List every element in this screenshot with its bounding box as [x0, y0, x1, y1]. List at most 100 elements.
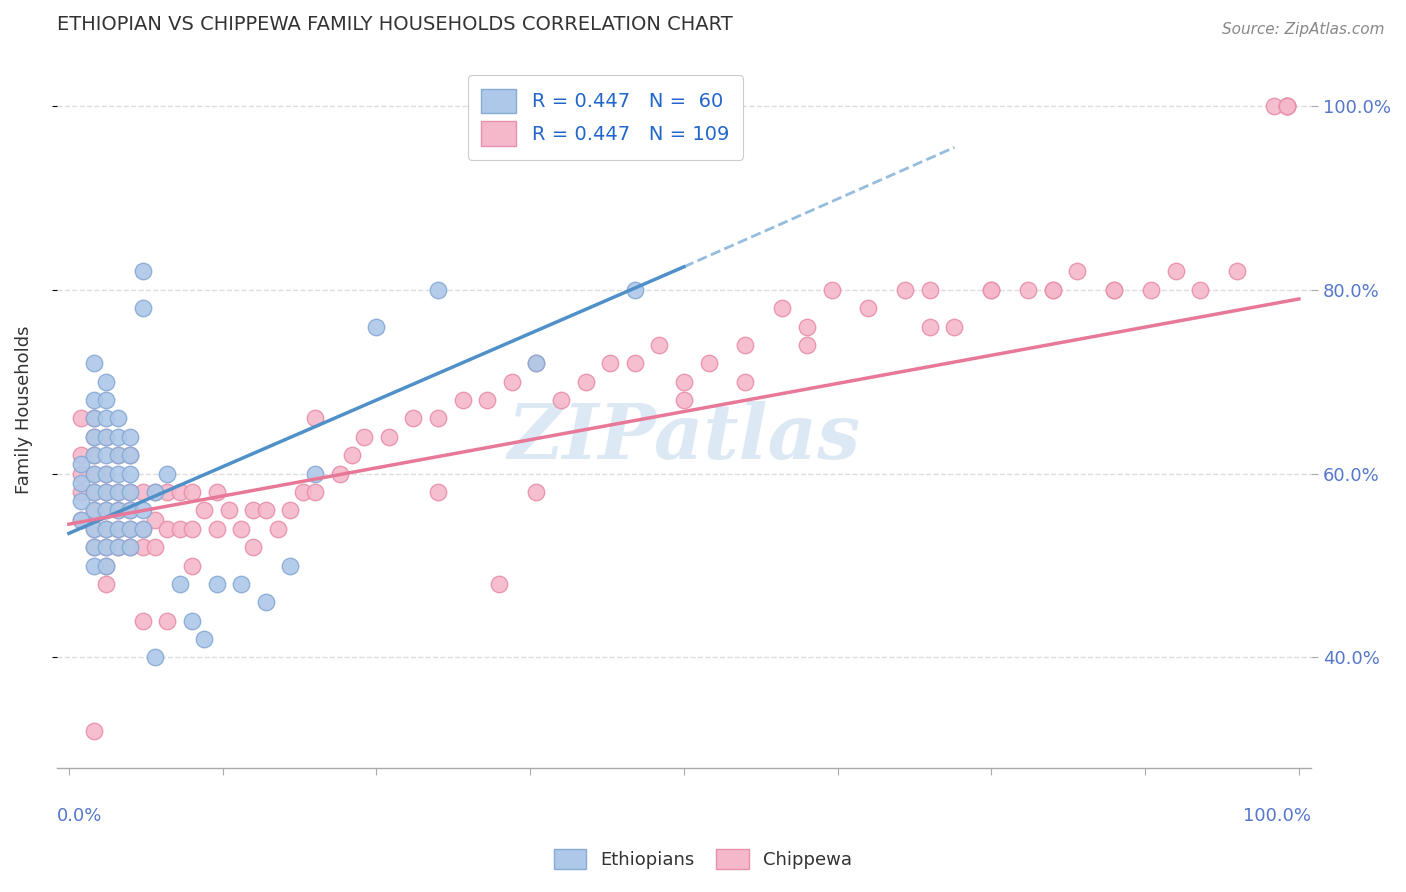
Point: [83, 485, 105, 500]
Point: [180, 558, 202, 573]
Point: [70, 448, 93, 462]
Point: [169, 577, 191, 591]
Point: [132, 301, 155, 315]
Point: [623, 356, 645, 370]
Point: [304, 411, 326, 425]
Point: [205, 485, 228, 500]
Point: [218, 503, 240, 517]
Point: [83, 522, 105, 536]
Point: [83, 430, 105, 444]
Point: [94, 448, 117, 462]
Point: [156, 467, 179, 481]
Point: [120, 522, 142, 536]
Point: [94, 485, 117, 500]
Point: [107, 430, 129, 444]
Point: [120, 540, 142, 554]
Point: [94, 558, 117, 573]
Point: [402, 411, 425, 425]
Point: [1104, 283, 1126, 297]
Point: [83, 411, 105, 425]
Point: [83, 558, 105, 573]
Point: [291, 485, 314, 500]
Point: [229, 522, 252, 536]
Point: [1263, 99, 1285, 113]
Point: [94, 375, 117, 389]
Point: [143, 485, 166, 500]
Point: [205, 522, 228, 536]
Point: [83, 522, 105, 536]
Point: [169, 522, 191, 536]
Point: [1042, 283, 1064, 297]
Text: 0.0%: 0.0%: [56, 807, 103, 825]
Point: [550, 393, 572, 408]
Point: [83, 448, 105, 462]
Point: [94, 430, 117, 444]
Point: [94, 467, 117, 481]
Point: [83, 448, 105, 462]
Point: [328, 467, 350, 481]
Point: [1042, 283, 1064, 297]
Point: [70, 512, 93, 526]
Point: [132, 485, 155, 500]
Point: [205, 577, 228, 591]
Point: [94, 467, 117, 481]
Point: [107, 411, 129, 425]
Point: [1275, 99, 1298, 113]
Point: [894, 283, 917, 297]
Legend: Ethiopians, Chippewa: Ethiopians, Chippewa: [544, 839, 862, 879]
Point: [70, 512, 93, 526]
Point: [524, 356, 547, 370]
Point: [475, 393, 498, 408]
Point: [83, 411, 105, 425]
Point: [70, 485, 93, 500]
Point: [254, 503, 277, 517]
Point: [426, 283, 449, 297]
Point: [132, 614, 155, 628]
Point: [132, 522, 155, 536]
Point: [180, 485, 202, 500]
Point: [278, 503, 301, 517]
Point: [143, 540, 166, 554]
Point: [770, 301, 793, 315]
Point: [156, 522, 179, 536]
Point: [94, 411, 117, 425]
Point: [366, 319, 388, 334]
Point: [83, 467, 105, 481]
Point: [1017, 283, 1039, 297]
Point: [107, 448, 129, 462]
Point: [94, 522, 117, 536]
Point: [94, 577, 117, 591]
Point: [574, 375, 596, 389]
Point: [1275, 99, 1298, 113]
Point: [107, 503, 129, 517]
Point: [83, 503, 105, 517]
Text: ETHIOPIAN VS CHIPPEWA FAMILY HOUSEHOLDS CORRELATION CHART: ETHIOPIAN VS CHIPPEWA FAMILY HOUSEHOLDS …: [56, 15, 733, 34]
Point: [107, 503, 129, 517]
Point: [70, 475, 93, 490]
Point: [1164, 264, 1187, 278]
Point: [426, 485, 449, 500]
Point: [599, 356, 621, 370]
Point: [980, 283, 1002, 297]
Point: [83, 723, 105, 738]
Point: [83, 356, 105, 370]
Point: [83, 430, 105, 444]
Point: [94, 558, 117, 573]
Point: [180, 522, 202, 536]
Point: [70, 494, 93, 508]
Point: [267, 522, 290, 536]
Point: [980, 283, 1002, 297]
Point: [672, 393, 695, 408]
Point: [120, 522, 142, 536]
Point: [254, 595, 277, 609]
Point: [120, 485, 142, 500]
Point: [94, 540, 117, 554]
Point: [120, 448, 142, 462]
Y-axis label: Family Households: Family Households: [15, 325, 32, 493]
Point: [524, 485, 547, 500]
Point: [193, 632, 215, 646]
Point: [734, 375, 756, 389]
Point: [94, 430, 117, 444]
Point: [1275, 99, 1298, 113]
Point: [918, 283, 941, 297]
